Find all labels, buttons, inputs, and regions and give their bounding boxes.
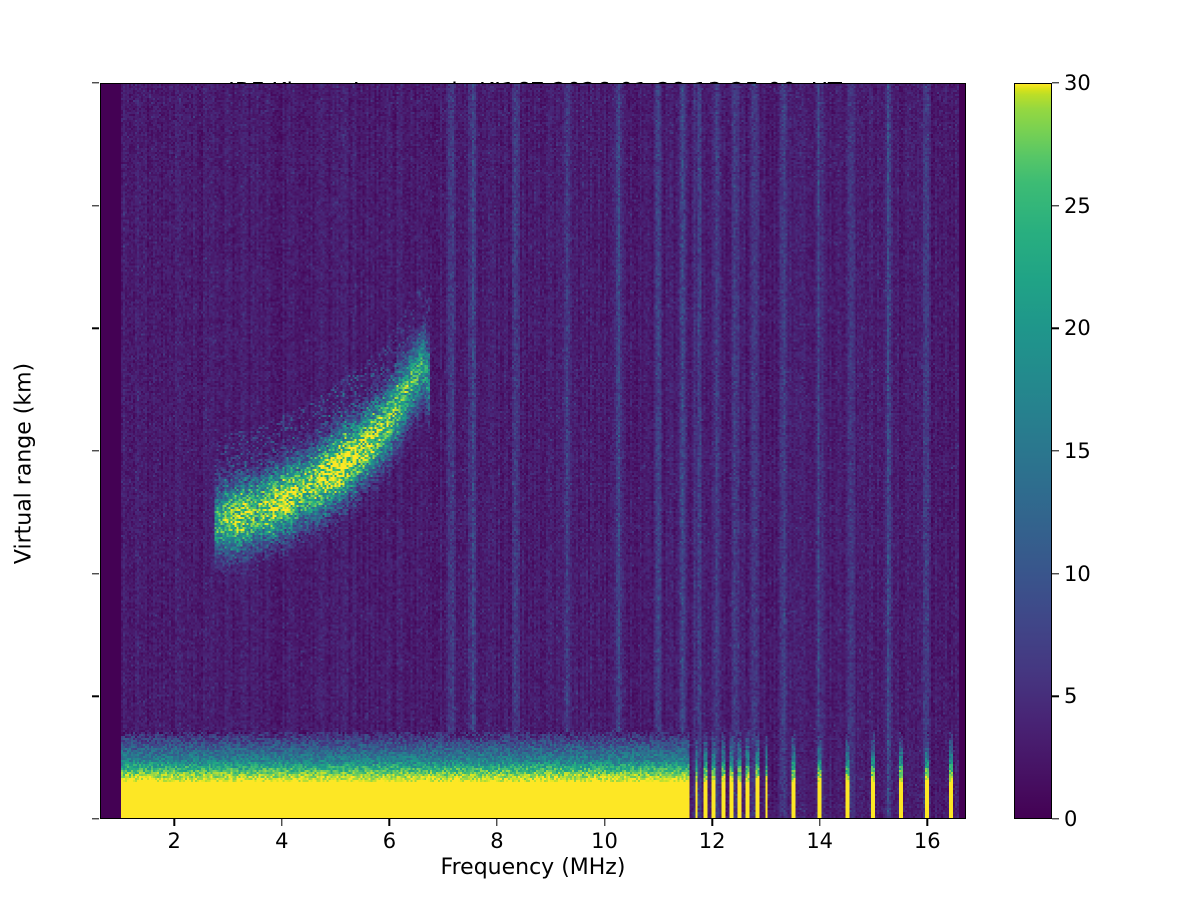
- colorbar: 0 5 10 15 20 25 30: [1014, 71, 1091, 831]
- ionogram-heatmap: [101, 84, 965, 818]
- y-tick-mark: [92, 450, 99, 452]
- y-tick-mark: [92, 204, 99, 207]
- colorbar-tick-mark: [1052, 695, 1059, 698]
- x-tick-label: 2: [167, 829, 181, 853]
- ionogram-plot-area: [100, 83, 966, 819]
- colorbar-tick-label: 0: [1064, 807, 1078, 831]
- x-tick-label: 16: [913, 829, 941, 853]
- colorbar-tick-mark: [1052, 572, 1059, 575]
- x-tick-label: 4: [275, 829, 289, 853]
- x-tick-mark: [281, 819, 283, 826]
- colorbar-gradient: [1014, 83, 1052, 819]
- colorbar-tick-mark: [1052, 82, 1059, 84]
- x-tick-mark: [818, 819, 821, 826]
- x-tick-label: 10: [591, 829, 618, 853]
- x-tick-mark: [926, 819, 928, 826]
- colorbar-tick-label: 30: [1064, 71, 1091, 95]
- x-tick-mark: [496, 819, 498, 826]
- colorbar-tick-mark: [1052, 327, 1059, 330]
- x-axis-label: Frequency (MHz): [440, 855, 626, 880]
- y-axis: 0100200300400500600: [0, 0, 99, 900]
- y-tick-mark: [92, 327, 99, 330]
- colorbar-ticks: 0 5 10 15 20 25 30: [1052, 71, 1152, 831]
- x-tick-label: 6: [382, 829, 397, 853]
- y-tick-mark: [92, 818, 99, 820]
- colorbar-tick-mark: [1052, 204, 1059, 207]
- colorbar-tick-label: 20: [1064, 316, 1091, 341]
- colorbar-tick-mark: [1052, 450, 1059, 452]
- colorbar-tick-label: 15: [1064, 439, 1091, 463]
- y-tick-mark: [92, 82, 99, 84]
- x-tick-mark: [711, 819, 713, 826]
- colorbar-tick-label: 10: [1064, 561, 1091, 586]
- colorbar-tick-mark: [1052, 818, 1059, 820]
- x-tick-mark: [388, 819, 391, 826]
- x-tick-label: 12: [698, 829, 726, 853]
- x-tick-mark: [173, 819, 175, 826]
- x-tick-label: 8: [490, 829, 504, 853]
- colorbar-tick-label: 25: [1064, 193, 1091, 218]
- x-tick-label: 14: [806, 829, 834, 853]
- x-axis: 2 4 6 8 10 12 14 16: [0, 819, 1200, 879]
- colorbar-tick-label: 5: [1064, 684, 1078, 709]
- y-tick-mark: [92, 572, 99, 575]
- x-tick-mark: [603, 819, 606, 826]
- y-axis-label: Virtual range (km): [11, 362, 37, 565]
- y-tick-mark: [92, 695, 99, 698]
